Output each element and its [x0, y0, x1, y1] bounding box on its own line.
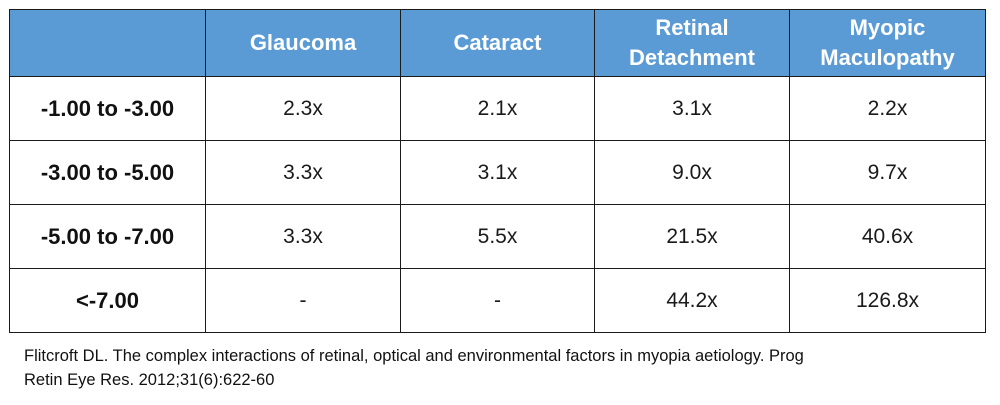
cell-glaucoma: - [205, 268, 401, 333]
table-row: <-7.00 - - 44.2x 126.8x [9, 268, 986, 333]
table-row: -3.00 to -5.00 3.3x 3.1x 9.0x 9.7x [9, 140, 986, 205]
cell-glaucoma: 3.3x [205, 204, 401, 269]
header-row: Glaucoma Cataract Retinal Detachment Myo… [9, 9, 986, 77]
cell-glaucoma: 3.3x [205, 140, 401, 205]
cell-myopic-maculopathy: 126.8x [789, 268, 986, 333]
citation-line-2: Retin Eye Res. 2012;31(6):622-60 [24, 371, 275, 389]
cell-retinal-detachment: 3.1x [594, 76, 790, 141]
cell-retinal-detachment: 21.5x [594, 204, 790, 269]
cell-retinal-detachment: 44.2x [594, 268, 790, 333]
cell-cataract: 2.1x [400, 76, 595, 141]
cell-cataract: 3.1x [400, 140, 595, 205]
cell-myopic-maculopathy: 40.6x [789, 204, 986, 269]
cell-cataract: - [400, 268, 595, 333]
row-label: <-7.00 [9, 268, 206, 333]
header-retinal-detachment: Retinal Detachment [594, 9, 790, 77]
header-corner [9, 9, 206, 77]
citation-caption: Flitcroft DL. The complex interactions o… [24, 344, 984, 392]
cell-retinal-detachment: 9.0x [594, 140, 790, 205]
row-label: -3.00 to -5.00 [9, 140, 206, 205]
table-row: -1.00 to -3.00 2.3x 2.1x 3.1x 2.2x [9, 76, 986, 141]
citation-line-1: Flitcroft DL. The complex interactions o… [24, 347, 804, 365]
row-label: -5.00 to -7.00 [9, 204, 206, 269]
header-myopic-maculopathy: Myopic Maculopathy [789, 9, 986, 77]
cell-myopic-maculopathy: 9.7x [789, 140, 986, 205]
header-cataract: Cataract [400, 9, 595, 77]
table-row: -5.00 to -7.00 3.3x 5.5x 21.5x 40.6x [9, 204, 986, 269]
cell-cataract: 5.5x [400, 204, 595, 269]
cell-glaucoma: 2.3x [205, 76, 401, 141]
row-label: -1.00 to -3.00 [9, 76, 206, 141]
header-glaucoma: Glaucoma [205, 9, 401, 77]
cell-myopic-maculopathy: 2.2x [789, 76, 986, 141]
risk-table: Glaucoma Cataract Retinal Detachment Myo… [9, 9, 986, 333]
